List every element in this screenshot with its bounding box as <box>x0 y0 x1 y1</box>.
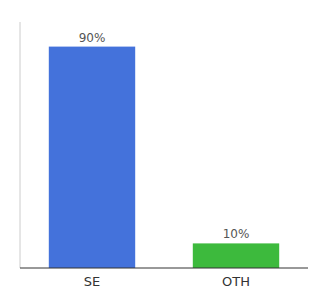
bar <box>193 243 279 268</box>
x-axis-line <box>20 268 308 269</box>
data-label: 10% <box>223 227 250 241</box>
x-tick-label: SE <box>84 274 100 289</box>
x-tick-label: OTH <box>222 274 250 289</box>
chart-container: 90% 10% SE OTH <box>0 0 320 300</box>
bar <box>49 47 135 268</box>
chart-svg: 90% 10% SE OTH <box>0 0 320 300</box>
data-label: 90% <box>79 31 106 45</box>
bars <box>49 47 279 268</box>
y-axis-line <box>20 22 21 268</box>
